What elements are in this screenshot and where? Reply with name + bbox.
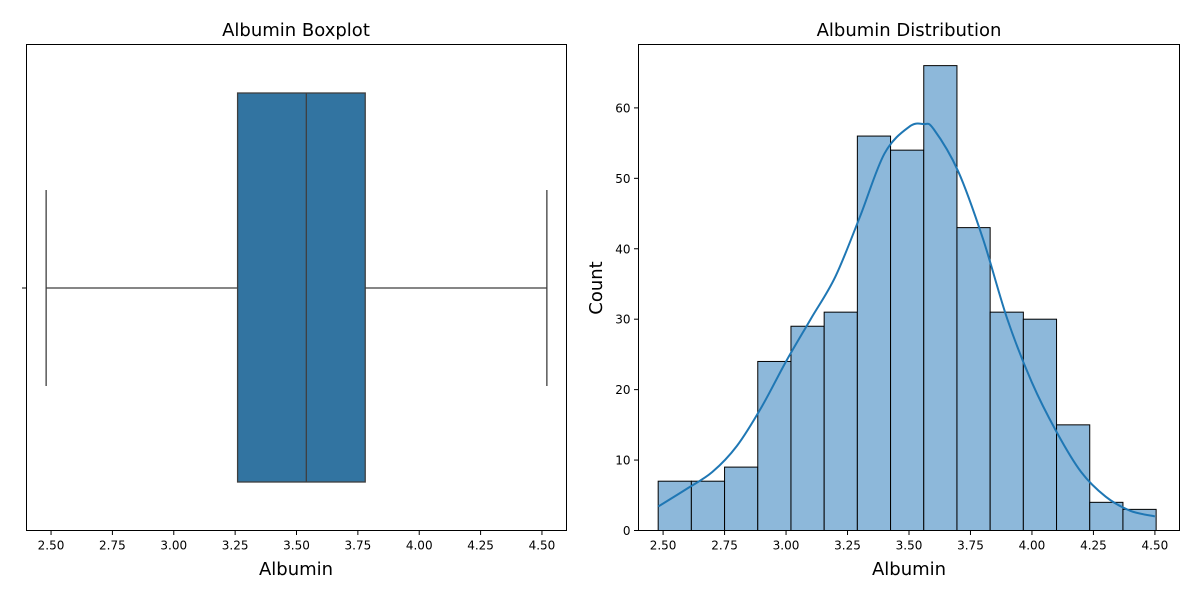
histogram-bars (657, 65, 1157, 532)
boxplot-x-tick-label: 4.00 (406, 539, 433, 553)
histogram-bar (989, 311, 1024, 531)
boxplot-x-tick-label: 4.50 (529, 539, 556, 553)
boxplot-x-ticks: 2.50 2.75 3.00 3.25 3.50 3.75 4.00 4.25 4.50 (38, 530, 556, 553)
histogram-x-tick-label: 4.25 (1080, 539, 1107, 553)
boxplot-box (236, 92, 366, 483)
boxplot-x-tick-label: 3.00 (160, 539, 187, 553)
histogram-panel: Albumin Distribution 2.50 2.75 3.00 3.25 3.5… (586, 20, 1180, 580)
histogram-bar (856, 135, 892, 531)
histogram-y-tick-label: 30 (615, 313, 630, 327)
histogram-bar (890, 149, 925, 532)
histogram-x-axis-label: Albumin (872, 559, 946, 580)
histogram-y-tick-label: 60 (615, 101, 630, 115)
boxplot-x-tick-label: 2.75 (99, 539, 126, 553)
histogram-bar (724, 466, 759, 532)
histogram-x-tick-label: 2.75 (711, 539, 738, 553)
histogram-y-tick-label: 10 (615, 454, 630, 468)
boxplot-panel: Albumin Boxplot 2.50 2.75 3.00 3.25 3.50 3.75… (22, 20, 567, 580)
histogram-bar (956, 227, 991, 531)
histogram-x-tick-label: 4.50 (1142, 539, 1169, 553)
boxplot-x-axis-label: Albumin (259, 559, 333, 580)
histogram-x-tick-label: 3.25 (834, 539, 861, 553)
histogram-bar (690, 480, 726, 531)
histogram-kde-line (657, 122, 1156, 518)
histogram-x-tick-label: 3.00 (773, 539, 800, 553)
histogram-y-tick-label: 40 (615, 242, 630, 256)
histogram-x-tick-label: 2.50 (650, 539, 677, 553)
histogram-x-tick-label: 3.50 (896, 539, 923, 553)
boxplot-marks (45, 92, 548, 483)
histogram-y-tick-label: 20 (615, 383, 630, 397)
boxplot-x-tick-label: 4.25 (467, 539, 494, 553)
histogram-bar (1022, 318, 1058, 531)
histogram-bar (823, 311, 858, 531)
histogram-y-tick-label: 0 (623, 524, 631, 538)
histogram-bar (790, 325, 825, 531)
boxplot-x-tick-label: 3.25 (222, 539, 249, 553)
histogram-bar (757, 360, 792, 531)
histogram-x-tick-label: 4.00 (1019, 539, 1046, 553)
boxplot-x-tick-label: 3.75 (345, 539, 372, 553)
boxplot-x-tick-label: 3.50 (283, 539, 310, 553)
histogram-y-tick-label: 50 (615, 172, 630, 186)
histogram-x-tick-label: 3.75 (957, 539, 984, 553)
histogram-title: Albumin Distribution (817, 20, 1002, 41)
boxplot-title: Albumin Boxplot (222, 20, 370, 41)
histogram-bar (923, 65, 958, 531)
histogram-y-axis-label: Count (586, 261, 607, 314)
histogram-y-ticks: 0 10 20 30 40 50 60 (615, 101, 639, 538)
histogram-x-ticks: 2.50 2.75 3.00 3.25 3.50 3.75 4.00 4.25 4.50 (650, 530, 1169, 553)
boxplot-x-tick-label: 2.50 (38, 539, 65, 553)
histogram-bar (1089, 501, 1124, 531)
